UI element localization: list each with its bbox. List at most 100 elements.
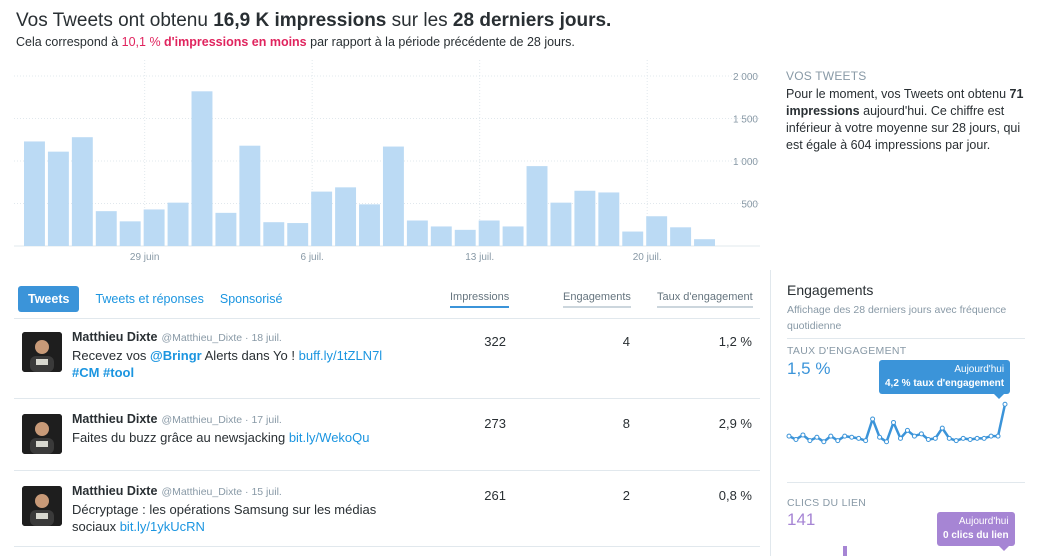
sparkline-point[interactable] <box>925 437 931 442</box>
sparkline-point[interactable] <box>967 437 973 442</box>
column-engagement-rate[interactable]: Taux d'engagement <box>657 291 753 308</box>
sparkline-path <box>788 404 1007 444</box>
sparkline-point[interactable] <box>884 439 890 445</box>
sparkline-point[interactable] <box>807 438 813 444</box>
tweet-meta: @Matthieu_Dixte · 17 juil. <box>161 414 282 426</box>
tweet-author[interactable]: Matthieu Dixte @Matthieu_Dixte · 17 juil. <box>72 412 282 426</box>
sparkline-point[interactable] <box>988 433 994 439</box>
sparkline-point[interactable] <box>814 434 820 440</box>
table-row[interactable]: Matthieu Dixte @Matthieu_Dixte · 15 juil.… <box>14 474 760 550</box>
y-tick-label: 1 000 <box>733 157 758 168</box>
tooltip-value: 4,2 % taux d'engagement <box>885 378 1005 389</box>
headline-pre: Vos Tweets ont obtenu <box>16 10 208 31</box>
x-tick-label: 13 juil. <box>465 252 494 263</box>
column-engagements[interactable]: Engagements <box>563 291 631 308</box>
avatar[interactable] <box>22 332 62 372</box>
tweet-link[interactable]: bit.ly/WekoQu <box>288 430 370 445</box>
tweet-author-name[interactable]: Matthieu Dixte <box>72 412 158 426</box>
chart-bar <box>167 202 189 246</box>
tweet-meta: @Matthieu_Dixte · 15 juil. <box>161 486 282 498</box>
tweet-link[interactable]: bit.ly/1ykUcRN <box>119 519 205 534</box>
sparkline-point[interactable] <box>863 438 869 444</box>
tweets-summary: VOS TWEETS Pour le moment, vos Tweets on… <box>786 68 1026 154</box>
tweet-text-pre: Décryptage : les opérations Samsung sur … <box>72 502 377 534</box>
tweet-hashtags[interactable]: #CM #tool <box>72 365 135 380</box>
tweet-text-pre: Faites du buzz grâce au newsjacking <box>72 430 286 445</box>
tweet-mention[interactable]: @Bringr <box>150 348 202 363</box>
sparkline-point[interactable] <box>842 433 848 439</box>
panel-divider <box>787 338 1025 339</box>
tweet-text-mid: Alerts dans Yo ! <box>204 348 295 363</box>
chart-bar <box>47 151 69 246</box>
table-row[interactable]: Matthieu Dixte @Matthieu_Dixte · 17 juil.… <box>14 402 760 478</box>
summary-line1: Pour le moment, vos Tweets ont obtenu <box>786 87 1007 101</box>
chart-bar <box>454 229 476 246</box>
chart-bar <box>119 221 141 246</box>
headline-mid: sur les <box>391 10 448 31</box>
chart-bar <box>71 137 93 246</box>
link-clicks-bar <box>843 546 847 556</box>
panel-divider <box>787 482 1025 483</box>
chart-bar <box>287 223 309 246</box>
sparkline-point[interactable] <box>870 416 876 422</box>
column-impressions[interactable]: Impressions <box>450 291 510 308</box>
chart-bar <box>263 222 285 246</box>
avatar[interactable] <box>22 414 62 454</box>
engagements-panel: Engagements Affichage des 28 derniers jo… <box>770 270 1039 556</box>
sparkline-point[interactable] <box>974 435 980 441</box>
tweet-author[interactable]: Matthieu Dixte @Matthieu_Dixte · 18 juil. <box>72 330 282 344</box>
avatar[interactable] <box>22 486 62 526</box>
subline-negative: 10,1 % d'impressions en moins <box>122 35 307 49</box>
chart-bar <box>335 187 357 246</box>
sparkline-point[interactable] <box>828 433 834 439</box>
chart-bar <box>359 204 380 246</box>
tweet-link[interactable]: buff.ly/1tZLN7l <box>298 348 383 363</box>
sparkline-point[interactable] <box>849 434 855 440</box>
sparkline-point[interactable] <box>877 434 883 440</box>
tab-sponsored[interactable]: Sponsorisé <box>219 292 283 306</box>
chart-bar <box>382 146 404 246</box>
y-tick-label: 1 500 <box>733 115 758 126</box>
sparkline-point[interactable] <box>835 438 841 444</box>
chart-bar <box>670 227 692 246</box>
chart-bar <box>574 190 596 246</box>
chart-bar <box>24 141 45 246</box>
sparkline-point[interactable] <box>904 427 910 433</box>
tweet-text-pre: Recevez vos <box>72 348 147 363</box>
sparkline-point[interactable] <box>911 433 917 439</box>
sparkline-point[interactable] <box>821 439 827 445</box>
chart-bar <box>406 220 428 246</box>
sparkline-point[interactable] <box>981 435 987 441</box>
sparkline-point[interactable] <box>918 431 924 437</box>
sparkline-point[interactable] <box>995 433 1001 439</box>
sparkline-point[interactable] <box>953 438 959 444</box>
sparkline-point[interactable] <box>856 435 862 441</box>
chart-bar <box>598 192 620 246</box>
headline-period: 28 derniers jours. <box>452 10 612 31</box>
sparkline-point[interactable] <box>960 435 966 441</box>
tweet-author-name[interactable]: Matthieu Dixte <box>72 484 158 498</box>
sparkline-point[interactable] <box>800 432 806 438</box>
sparkline-point[interactable] <box>939 425 945 431</box>
tweet-author[interactable]: Matthieu Dixte @Matthieu_Dixte · 15 juil. <box>72 484 282 498</box>
tweet-author-name[interactable]: Matthieu Dixte <box>72 330 158 344</box>
chart-bar <box>526 166 548 246</box>
tweet-engagement-rate: 0,8 % <box>718 488 752 503</box>
chart-bar <box>430 226 452 246</box>
table-row[interactable]: Matthieu Dixte @Matthieu_Dixte · 18 juil.… <box>14 320 760 396</box>
subline-post: par rapport à la période précédente de 2… <box>310 35 575 49</box>
impressions-chart: 2 000 1 500 1 000 500 29 juin 6 juil. 13 juil.… <box>14 60 760 270</box>
sparkline-point[interactable] <box>793 437 799 442</box>
sparkline-point[interactable] <box>1002 401 1008 407</box>
tab-tweets[interactable]: Tweets <box>18 286 80 312</box>
sparkline-point[interactable] <box>946 435 952 441</box>
sparkline-point[interactable] <box>932 435 938 441</box>
sparkline-point[interactable] <box>786 433 792 439</box>
sparkline-point[interactable] <box>897 435 903 441</box>
engagement-rate-tooltip: Aujourd'hui 4,2 % taux d'engagement <box>879 360 1011 399</box>
subline-value: 10,1 % <box>121 35 161 49</box>
sparkline-point[interactable] <box>891 419 897 425</box>
tab-tweets-replies[interactable]: Tweets et réponses <box>95 292 204 306</box>
engagement-rate-sparkline[interactable] <box>785 398 1015 458</box>
tweet-text: Recevez vos @Bringr Alerts dans Yo ! buf… <box>72 347 402 381</box>
